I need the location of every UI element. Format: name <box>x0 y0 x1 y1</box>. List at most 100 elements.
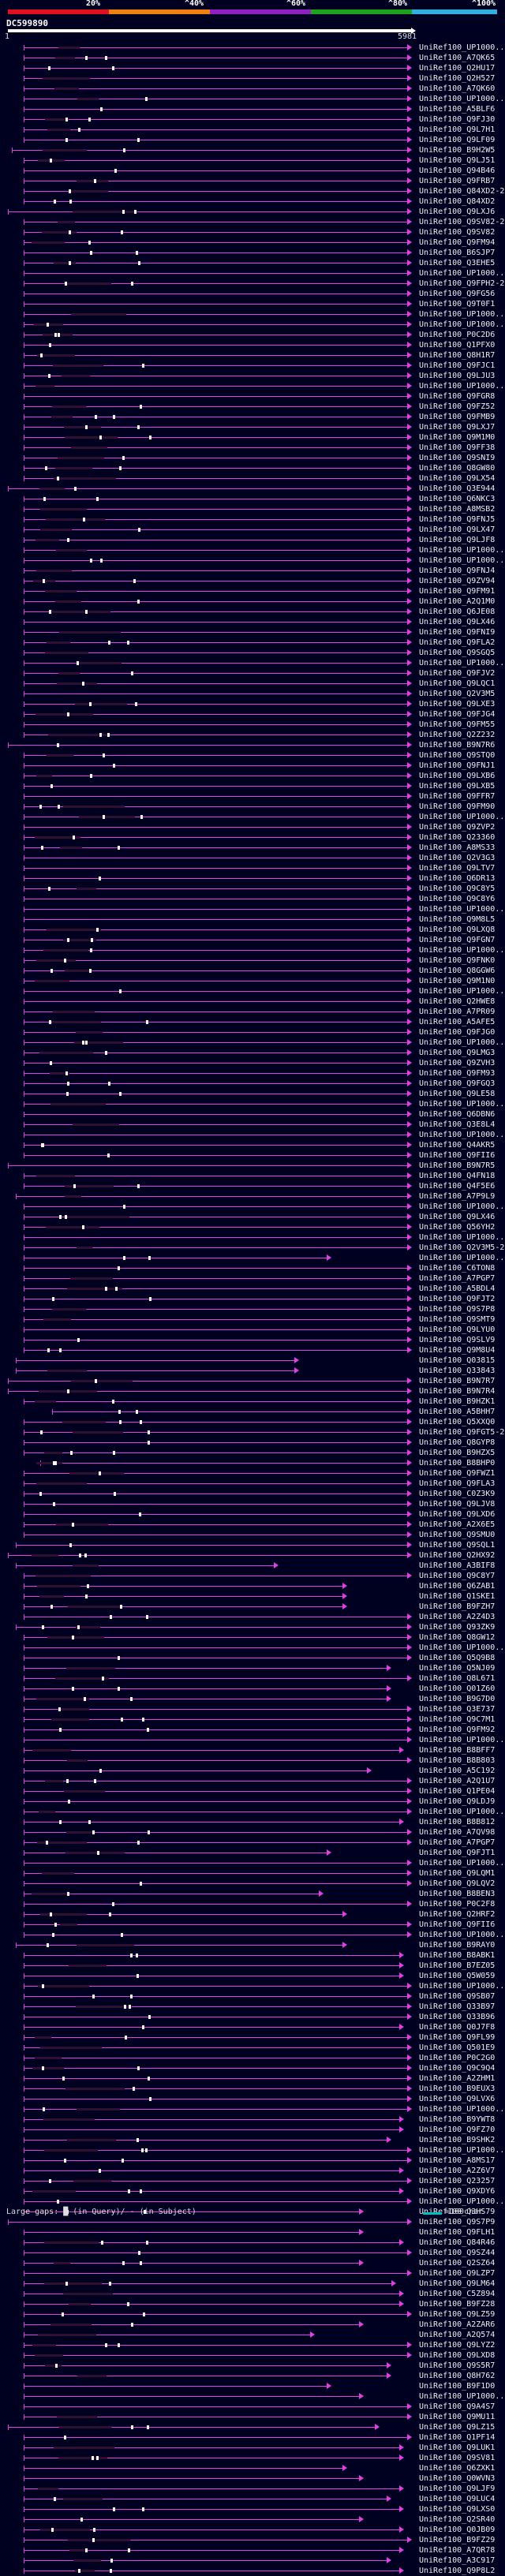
hit-row[interactable]: UniRef100_Q9LYU0 <box>0 1325 505 1335</box>
hit-label[interactable]: UniRef100_UP1000... <box>419 1736 505 1744</box>
hit-label[interactable]: UniRef100_Q9FJT1 <box>419 1849 496 1857</box>
hit-row[interactable]: UniRef100_Q9LXJ6 <box>0 207 505 217</box>
hit-label[interactable]: UniRef100_Q9LJU3 <box>419 372 496 380</box>
hit-label[interactable]: UniRef100_Q2SR40 <box>419 2515 496 2524</box>
hit-label[interactable]: UniRef100_Q9SGQ5 <box>419 649 496 657</box>
hit-row[interactable]: UniRef100_B9HZK1 <box>0 1396 505 1407</box>
hit-row[interactable]: UniRef100_A2Q1M0 <box>0 596 505 607</box>
hit-label[interactable]: UniRef100_A2ZAR6 <box>419 2320 496 2329</box>
hit-row[interactable]: UniRef100_A8MSB2 <box>0 504 505 514</box>
hit-row[interactable]: UniRef100_Q9FM55 <box>0 720 505 730</box>
hit-row[interactable]: UniRef100_UP1000... <box>0 2104 505 2114</box>
hit-row[interactable]: UniRef100_Q9C8Y6 <box>0 894 505 904</box>
hit-row[interactable]: UniRef100_Q1PE04 <box>0 1786 505 1796</box>
hit-row[interactable]: UniRef100_Q3E737 <box>0 1704 505 1714</box>
hit-row[interactable]: UniRef100_Q9FLA3 <box>0 1479 505 1489</box>
hit-label[interactable]: UniRef100_Q9M1N0 <box>419 977 496 985</box>
hit-label[interactable]: UniRef100_B9FZH7 <box>419 1602 496 1611</box>
hit-row[interactable]: UniRef100_Q9S5R7 <box>0 2361 505 2371</box>
hit-label[interactable]: UniRef100_Q9LJF9 <box>419 2484 496 2493</box>
hit-row[interactable]: UniRef100_Q9LUK1 <box>0 2443 505 2453</box>
hit-row[interactable]: UniRef100_P0C2D6 <box>0 330 505 340</box>
hit-row[interactable]: UniRef100_Q9LXQ8 <box>0 925 505 935</box>
hit-row[interactable]: UniRef100_Q23360 <box>0 832 505 843</box>
hit-label[interactable]: UniRef100_Q9FM94 <box>419 238 496 247</box>
hit-row[interactable]: UniRef100_A7PGP7 <box>0 1838 505 1848</box>
hit-label[interactable]: UniRef100_Q6ZAB1 <box>419 1582 496 1591</box>
hit-row[interactable]: UniRef100_Q1PFX0 <box>0 340 505 350</box>
hit-row[interactable]: UniRef100_Q03815 <box>0 1355 505 1366</box>
hit-row[interactable]: UniRef100_UP1000... <box>0 1735 505 1745</box>
hit-label[interactable]: UniRef100_UP1000... <box>419 1982 505 1991</box>
hit-label[interactable]: UniRef100_Q2V3M5 <box>419 690 496 698</box>
hit-label[interactable]: UniRef100_Q1PFX0 <box>419 341 496 350</box>
hit-row[interactable]: UniRef100_A7PR09 <box>0 1007 505 1017</box>
hit-row[interactable]: UniRef100_Q9LZ59 <box>0 2309 505 2320</box>
hit-row[interactable]: UniRef100_Q9SV82-2 <box>0 217 505 227</box>
hit-row[interactable]: UniRef100_UP1000... <box>0 1038 505 1048</box>
hit-label[interactable]: UniRef100_B9FZ28 <box>419 2300 496 2309</box>
hit-row[interactable]: UniRef100_Q9XDY6 <box>0 2186 505 2197</box>
hit-row[interactable]: UniRef100_C6TON8 <box>0 1263 505 1273</box>
hit-label[interactable]: UniRef100_UP1000... <box>419 1254 505 1262</box>
hit-label[interactable]: UniRef100_UP1000... <box>419 813 505 821</box>
hit-label[interactable]: UniRef100_B9H2W5 <box>419 146 496 155</box>
hit-label[interactable]: UniRef100_Q8GW12 <box>419 1633 496 1642</box>
hit-row[interactable]: UniRef100_Q9FJ30 <box>0 114 505 125</box>
hit-label[interactable]: UniRef100_Q9LXD6 <box>419 1510 496 1519</box>
hit-label[interactable]: UniRef100_Q9A4S7 <box>419 2402 496 2411</box>
hit-label[interactable]: UniRef100_A7QK60 <box>419 84 496 93</box>
hit-row[interactable]: UniRef100_Q9FNK0 <box>0 955 505 966</box>
hit-row[interactable]: UniRef100_Q9M8U4 <box>0 1345 505 1355</box>
hit-label[interactable]: UniRef100_UP1000... <box>419 1100 505 1109</box>
hit-label[interactable]: UniRef100_UP1000... <box>419 987 505 996</box>
hit-row[interactable]: UniRef100_UP1000... <box>0 94 505 104</box>
hit-label[interactable]: UniRef100_A2Q574 <box>419 2331 496 2339</box>
hit-label[interactable]: UniRef100_Q9FG56 <box>419 290 496 298</box>
hit-row[interactable]: UniRef100_UP1000... <box>0 320 505 330</box>
hit-label[interactable]: UniRef100_Q9FJV2 <box>419 669 496 678</box>
hit-row[interactable]: UniRef100_UP1000... <box>0 43 505 53</box>
hit-label[interactable]: UniRef100_Q56YH2 <box>419 1223 496 1232</box>
hit-row[interactable]: UniRef100_Q23257 <box>0 2176 505 2186</box>
hit-label[interactable]: UniRef100_Q6NKC3 <box>419 495 496 503</box>
hit-row[interactable]: UniRef100_Q56YH2 <box>0 1222 505 1232</box>
hit-row[interactable]: UniRef100_UP1000... <box>0 2197 505 2207</box>
hit-row[interactable]: UniRef100_Q0WVN3 <box>0 2473 505 2484</box>
hit-row[interactable]: UniRef100_Q9FZ52 <box>0 402 505 412</box>
hit-label[interactable]: UniRef100_UP1000... <box>419 269 505 278</box>
hit-row[interactable]: UniRef100_Q9FLA2 <box>0 637 505 648</box>
hit-row[interactable]: UniRef100_Q9LMG3 <box>0 1048 505 1058</box>
hit-label[interactable]: UniRef100_C5Z894 <box>419 2290 496 2298</box>
hit-label[interactable]: UniRef100_Q3E944 <box>419 484 496 493</box>
hit-row[interactable]: UniRef100_Q9LZ15 <box>0 2422 505 2432</box>
hit-label[interactable]: UniRef100_Q4FN18 <box>419 1172 496 1180</box>
hit-row[interactable]: UniRef100_A3C917 <box>0 2555 505 2566</box>
hit-label[interactable]: UniRef100_Q9LXD8 <box>419 2351 496 2360</box>
hit-label[interactable]: UniRef100_Q9LMG3 <box>419 1049 496 1057</box>
hit-row[interactable]: UniRef100_B8BFF7 <box>0 1745 505 1755</box>
hit-label[interactable]: UniRef100_Q9LZ15 <box>419 2423 496 2432</box>
hit-row[interactable]: UniRef100_UP1000... <box>0 1858 505 1868</box>
hit-label[interactable]: UniRef100_Q9L7H1 <box>419 125 496 134</box>
hit-row[interactable]: UniRef100_Q9FJV2 <box>0 668 505 679</box>
hit-label[interactable]: UniRef100_A2X6E5 <box>419 1520 496 1529</box>
hit-row[interactable]: UniRef100_Q0J7F8 <box>0 2022 505 2032</box>
hit-row[interactable]: UniRef100_Q9FJT2 <box>0 1294 505 1304</box>
hit-row[interactable]: UniRef100_B9N7R7 <box>0 1376 505 1386</box>
hit-label[interactable]: UniRef100_Q9S5R7 <box>419 2361 496 2370</box>
hit-row[interactable]: UniRef100_Q9S7P8 <box>0 1304 505 1314</box>
hit-label[interactable]: UniRef100_Q2HRF2 <box>419 1910 496 1919</box>
hit-label[interactable]: UniRef100_Q9FM93 <box>419 1069 496 1078</box>
hit-label[interactable]: UniRef100_UP1000... <box>419 2146 505 2155</box>
hit-row[interactable]: UniRef100_Q9LM64 <box>0 2279 505 2289</box>
hit-row[interactable]: UniRef100_Q9C8Y7 <box>0 1571 505 1581</box>
hit-label[interactable]: UniRef100_UP1000... <box>419 1202 505 1211</box>
hit-row[interactable]: UniRef100_Q9SQL1 <box>0 1540 505 1550</box>
hit-row[interactable]: UniRef100_Q9S7P9 <box>0 2217 505 2227</box>
hit-label[interactable]: UniRef100_A7PR09 <box>419 1008 496 1016</box>
hit-row[interactable]: UniRef100_Q9ZVH3 <box>0 1058 505 1068</box>
hit-label[interactable]: UniRef100_Q8GGW6 <box>419 966 496 975</box>
hit-label[interactable]: UniRef100_B7EZ05 <box>419 1961 496 1970</box>
hit-label[interactable]: UniRef100_Q9FGT5-2 <box>419 1428 505 1437</box>
